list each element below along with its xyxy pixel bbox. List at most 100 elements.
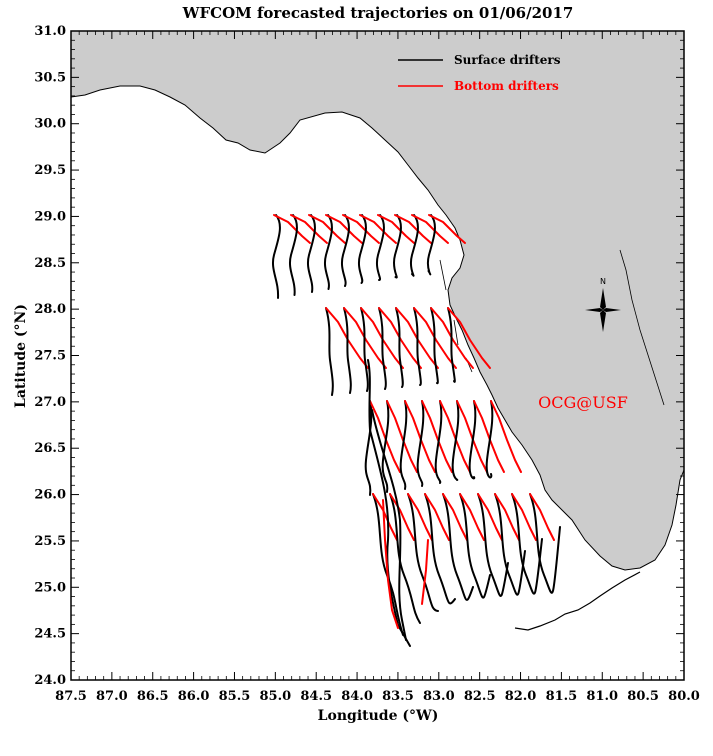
surface-drifter-track	[367, 359, 411, 647]
svg-text:N: N	[600, 277, 606, 286]
x-tick-label: 81.0	[586, 689, 618, 704]
x-axis-label: Longitude (°W)	[318, 708, 439, 724]
bottom-drifter-track	[378, 307, 422, 369]
surface-drifter-track	[416, 400, 425, 487]
surface-drifter-track	[393, 214, 402, 279]
x-tick-label: 82.5	[464, 689, 496, 704]
bottom-drifter-track	[529, 493, 555, 541]
surface-drifter-track	[325, 307, 334, 396]
surface-drifter-track	[343, 307, 352, 394]
y-tick-label: 29.5	[34, 163, 66, 178]
legend: Surface drifters Bottom drifters	[398, 53, 561, 93]
y-axis: 31.0 30.5 30.0 29.5 29.0 28.5 28.0 27.5 27.0 26.5…	[34, 24, 684, 688]
chart-title: WFCOM forecasted trajectories on 01/06/2…	[182, 4, 574, 22]
y-tick-label: 29.0	[34, 209, 66, 224]
bottom-drifter-track	[290, 214, 328, 244]
bottom-drifter-track	[404, 400, 436, 473]
trajectories	[272, 214, 561, 647]
bottom-drifter-track	[439, 400, 471, 473]
surface-drifter-track	[376, 214, 385, 281]
y-tick-label: 24.0	[34, 673, 66, 688]
bottom-drifter-track	[459, 493, 485, 541]
surface-drifter-track	[477, 493, 509, 597]
surface-drifter-track	[529, 493, 561, 594]
surface-drifter-track	[485, 400, 494, 479]
bottom-drifter-track	[407, 493, 433, 541]
x-tick-label: 80.5	[627, 689, 659, 704]
surface-drifter-track	[358, 214, 367, 284]
x-tick-label: 82.0	[505, 689, 537, 704]
x-tick-label: 85.5	[219, 689, 251, 704]
surface-drifter-track	[395, 307, 404, 388]
surface-drifter-track	[289, 214, 298, 296]
bottom-drifter-track	[424, 493, 450, 541]
bottom-drifter-track	[442, 493, 468, 541]
y-tick-label: 31.0	[34, 24, 66, 39]
bottom-drifter-track	[342, 214, 380, 244]
bottom-drifter-track	[394, 214, 432, 244]
x-tick-label: 81.5	[546, 689, 578, 704]
surface-drifter-track	[413, 307, 422, 386]
y-tick-label: 26.0	[34, 488, 66, 503]
bottom-drifter-track	[411, 214, 449, 244]
bottom-drifter-track	[389, 493, 415, 541]
bottom-drifter-track	[511, 493, 537, 541]
surface-drifter-track	[341, 214, 350, 287]
surface-drifter-track	[360, 307, 369, 392]
surface-drifter-track	[459, 493, 491, 599]
y-tick-label: 30.0	[34, 117, 66, 132]
bottom-drifter-track	[377, 214, 415, 244]
bottom-drifter-track	[382, 499, 399, 629]
surface-drifter-track	[389, 493, 421, 624]
surface-drifter-track	[410, 214, 419, 277]
bottom-drifter-track	[456, 400, 488, 473]
bottom-drifter-track	[308, 214, 346, 244]
bottom-drifter-track	[413, 307, 457, 369]
y-tick-label: 28.5	[34, 256, 66, 271]
x-tick-label: 86.0	[178, 689, 210, 704]
x-tick-label: 80.0	[668, 689, 700, 704]
compass-icon: N	[585, 277, 621, 332]
surface-drifter-track	[494, 493, 526, 596]
surface-drifter-track	[468, 400, 477, 480]
surface-drifter-track	[407, 493, 439, 612]
bottom-drifter-track	[428, 214, 466, 244]
y-tick-label: 25.0	[34, 580, 66, 595]
surface-drifter-track	[399, 400, 408, 490]
x-tick-label: 83.0	[423, 689, 455, 704]
y-tick-label: 27.5	[34, 349, 66, 364]
y-axis-label: Latitude (°N)	[13, 304, 29, 408]
surface-drifter-track	[272, 214, 281, 299]
bottom-drifter-track	[421, 400, 453, 473]
y-tick-label: 24.5	[34, 627, 66, 642]
surface-drifter-track	[378, 307, 387, 390]
surface-drifter-track	[451, 400, 460, 481]
bottom-drifter-track	[386, 400, 418, 473]
surface-drifter-track	[442, 493, 474, 601]
surface-drifter-track	[381, 400, 390, 493]
bottom-drifter-track	[325, 214, 363, 244]
legend-label-surface: Surface drifters	[454, 53, 561, 67]
x-tick-label: 84.5	[300, 689, 332, 704]
y-tick-label: 30.5	[34, 70, 66, 85]
surface-drifter-track	[307, 214, 316, 293]
surface-drifter-track	[427, 214, 436, 276]
surface-drifter-track	[324, 214, 333, 290]
x-tick-label: 85.0	[259, 689, 291, 704]
bottom-drifter-track	[473, 400, 505, 473]
bottom-drifter-track	[430, 307, 474, 369]
bottom-drifter-track	[490, 400, 522, 473]
bottom-drifter-track	[343, 307, 387, 369]
surface-drifter-track	[511, 493, 543, 595]
x-axis: 87.5 87.0 86.5 86.0 85.5 85.0 84.5 84.0 83.5 83.0…	[55, 31, 700, 704]
x-tick-label: 83.5	[382, 689, 414, 704]
bottom-drifter-track	[359, 214, 397, 244]
x-tick-label: 87.0	[96, 689, 128, 704]
legend-label-bottom: Bottom drifters	[454, 79, 559, 93]
surface-drifter-track	[447, 307, 456, 383]
x-tick-label: 86.5	[137, 689, 169, 704]
florida-keys	[514, 571, 641, 631]
surface-drifter-track	[364, 400, 373, 496]
bottom-drifter-track	[273, 214, 311, 244]
